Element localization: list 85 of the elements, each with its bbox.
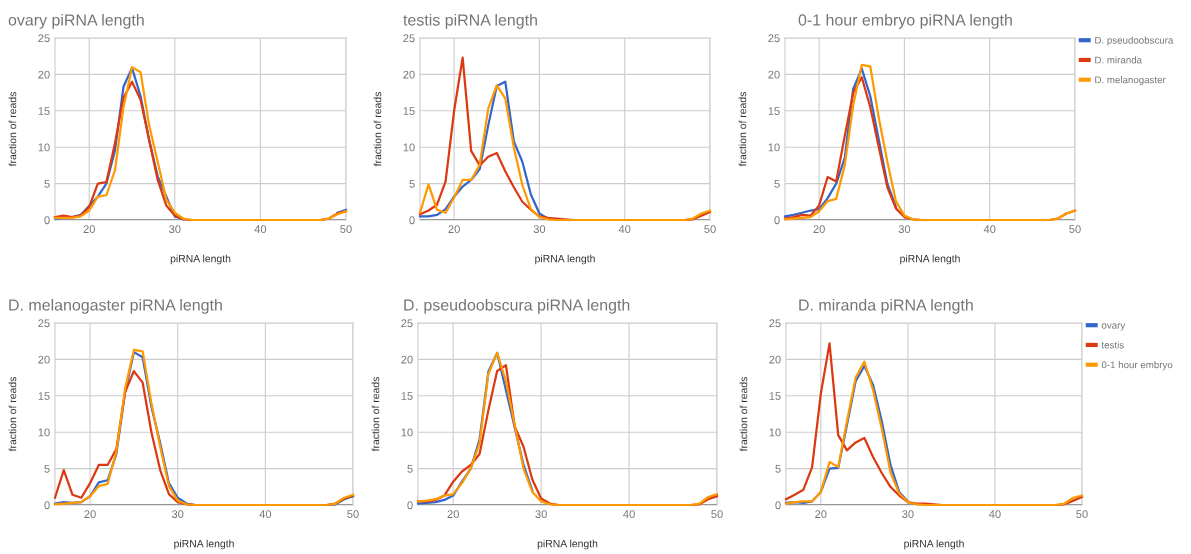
y-tick-label: 0 bbox=[775, 501, 781, 510]
y-tick-label: 20 bbox=[403, 70, 415, 79]
y-tick-label: 25 bbox=[768, 34, 780, 43]
x-axis-title: piRNA length bbox=[904, 539, 964, 550]
x-tick-label: 40 bbox=[254, 225, 267, 234]
y-tick-label: 5 bbox=[407, 464, 413, 473]
x-tick-label: 20 bbox=[815, 510, 827, 519]
y-tick-label: 10 bbox=[401, 428, 413, 437]
y-axis-title: fraction of reads bbox=[8, 377, 17, 452]
x-tick-label: 40 bbox=[983, 225, 996, 234]
x-axis-title: piRNA length bbox=[537, 539, 598, 550]
y-axis-title: fraction of reads bbox=[738, 92, 747, 167]
y-tick-label: 20 bbox=[38, 355, 50, 364]
x-tick-label: 50 bbox=[347, 510, 359, 519]
y-tick-label: 5 bbox=[44, 464, 50, 473]
y-tick-label: 25 bbox=[769, 319, 781, 328]
legend-label: 0-1 hour embryo bbox=[1101, 361, 1173, 371]
y-tick-label: 20 bbox=[768, 70, 780, 79]
y-tick-label: 5 bbox=[775, 464, 781, 473]
y-tick-label: 15 bbox=[768, 107, 780, 115]
y-tick-label: 25 bbox=[403, 34, 415, 43]
y-tick-label: 0 bbox=[407, 501, 413, 510]
chart-title: ovary piRNA length bbox=[8, 13, 144, 29]
x-tick-label: 50 bbox=[1069, 225, 1081, 234]
y-tick-label: 5 bbox=[774, 179, 780, 188]
chart-title: testis piRNA length bbox=[403, 13, 537, 29]
y-tick-label: 0 bbox=[44, 216, 50, 225]
y-tick-label: 10 bbox=[403, 143, 415, 152]
x-tick-label: 20 bbox=[83, 225, 95, 234]
y-tick-label: 20 bbox=[769, 355, 781, 364]
chart-title: D. melanogaster piRNA length bbox=[9, 298, 222, 314]
x-tick-label: 50 bbox=[704, 225, 716, 234]
y-tick-label: 15 bbox=[403, 107, 415, 115]
x-tick-label: 40 bbox=[618, 225, 631, 234]
x-tick-label: 30 bbox=[169, 225, 181, 234]
chart-title: D. miranda piRNA length bbox=[799, 298, 973, 314]
x-axis-title: piRNA length bbox=[170, 254, 231, 265]
chart-title: 0-1 hour embryo piRNA length bbox=[798, 13, 1012, 29]
x-tick-label: 30 bbox=[898, 225, 911, 234]
x-tick-label: 40 bbox=[989, 510, 1001, 519]
x-axis-title: piRNA length bbox=[535, 254, 595, 265]
y-tick-label: 0 bbox=[44, 501, 50, 510]
x-tick-label: 20 bbox=[813, 225, 825, 234]
chart-title: D. pseudoobscura piRNA length bbox=[404, 298, 630, 314]
legend-label: D. pseudoobscura bbox=[1095, 36, 1174, 46]
y-tick-label: 0 bbox=[409, 216, 415, 225]
y-tick-label: 25 bbox=[38, 319, 50, 328]
x-axis-title: piRNA length bbox=[900, 254, 960, 265]
x-tick-label: 20 bbox=[448, 225, 460, 234]
x-tick-label: 20 bbox=[84, 510, 96, 519]
x-tick-label: 30 bbox=[902, 510, 914, 519]
x-tick-label: 20 bbox=[447, 510, 459, 519]
y-tick-label: 10 bbox=[38, 143, 50, 152]
x-tick-label: 50 bbox=[340, 225, 352, 234]
x-tick-label: 30 bbox=[171, 510, 184, 519]
x-tick-label: 30 bbox=[535, 510, 547, 519]
y-tick-label: 15 bbox=[769, 392, 781, 400]
y-tick-label: 5 bbox=[44, 179, 50, 188]
y-tick-label: 10 bbox=[768, 143, 780, 152]
y-tick-label: 15 bbox=[38, 107, 50, 115]
y-axis-title: fraction of reads bbox=[8, 92, 17, 167]
x-tick-label: 50 bbox=[711, 510, 723, 519]
y-tick-label: 15 bbox=[401, 392, 413, 400]
legend-label: D. melanogaster bbox=[1095, 76, 1166, 86]
legend-label: testis bbox=[1101, 341, 1124, 349]
x-tick-label: 40 bbox=[259, 510, 272, 519]
y-axis-title: fraction of reads bbox=[371, 377, 380, 452]
y-tick-label: 20 bbox=[401, 355, 413, 364]
y-tick-label: 25 bbox=[38, 34, 50, 43]
y-axis-title: fraction of reads bbox=[373, 92, 382, 167]
x-axis-title: piRNA length bbox=[174, 539, 234, 550]
y-axis-title: fraction of reads bbox=[739, 377, 748, 452]
y-tick-label: 20 bbox=[38, 70, 50, 79]
y-tick-label: 10 bbox=[769, 428, 781, 437]
legend-label: D. miranda bbox=[1095, 56, 1142, 64]
x-tick-label: 50 bbox=[1076, 510, 1088, 519]
y-tick-label: 0 bbox=[774, 216, 780, 225]
line-series bbox=[783, 67, 897, 218]
x-tick-label: 30 bbox=[533, 225, 546, 234]
y-tick-label: 10 bbox=[38, 428, 50, 437]
y-tick-label: 25 bbox=[401, 319, 413, 328]
x-tick-label: 40 bbox=[623, 510, 635, 519]
y-tick-label: 15 bbox=[38, 392, 50, 400]
legend-label: ovary bbox=[1101, 323, 1126, 331]
y-tick-label: 5 bbox=[409, 179, 415, 188]
